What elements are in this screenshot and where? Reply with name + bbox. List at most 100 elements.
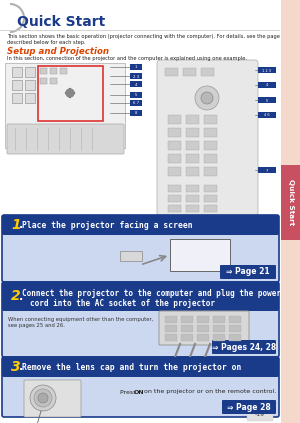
- Text: ⇒ Page 28: ⇒ Page 28: [227, 403, 271, 412]
- Text: 6 7: 6 7: [133, 102, 139, 105]
- Bar: [168, 205, 181, 212]
- Bar: [50, 68, 57, 74]
- Bar: [12, 93, 22, 103]
- Text: 2 3: 2 3: [133, 74, 139, 79]
- Circle shape: [38, 393, 48, 403]
- Bar: [60, 68, 67, 74]
- Text: 7: 7: [266, 168, 268, 173]
- Text: When connecting equipment other than the computer,: When connecting equipment other than the…: [8, 317, 153, 322]
- Bar: [130, 74, 142, 80]
- Bar: [170, 239, 230, 271]
- Bar: [165, 316, 177, 323]
- FancyBboxPatch shape: [222, 400, 276, 414]
- Bar: [165, 334, 177, 341]
- Text: Connect the projector to the computer and plug the power: Connect the projector to the computer an…: [22, 288, 281, 297]
- Text: .: .: [19, 291, 23, 302]
- Bar: [168, 128, 181, 137]
- Bar: [258, 97, 276, 104]
- Bar: [204, 185, 217, 192]
- FancyBboxPatch shape: [212, 340, 276, 354]
- FancyBboxPatch shape: [2, 282, 279, 357]
- Bar: [197, 316, 209, 323]
- Bar: [281, 165, 300, 240]
- FancyBboxPatch shape: [2, 357, 279, 377]
- Bar: [258, 168, 276, 173]
- Bar: [5, 63, 125, 148]
- Text: ⇒ Page 21: ⇒ Page 21: [226, 267, 270, 277]
- FancyBboxPatch shape: [24, 380, 81, 417]
- Bar: [168, 185, 181, 192]
- Bar: [40, 78, 47, 84]
- Bar: [204, 195, 217, 202]
- FancyBboxPatch shape: [2, 215, 279, 235]
- Text: 1: 1: [135, 66, 137, 69]
- FancyBboxPatch shape: [2, 215, 279, 282]
- Text: ON: ON: [134, 390, 145, 395]
- Bar: [213, 334, 225, 341]
- Bar: [25, 80, 35, 90]
- Text: Place the projector facing a screen: Place the projector facing a screen: [22, 220, 193, 230]
- Bar: [186, 141, 199, 150]
- Bar: [38, 66, 103, 121]
- Text: 2: 2: [11, 289, 21, 303]
- FancyBboxPatch shape: [2, 282, 279, 311]
- Bar: [229, 334, 241, 341]
- Text: 4: 4: [266, 83, 268, 88]
- Bar: [186, 185, 199, 192]
- Bar: [165, 325, 177, 332]
- Text: 1: 1: [11, 218, 21, 232]
- Bar: [258, 68, 276, 74]
- Bar: [130, 64, 142, 71]
- Bar: [197, 334, 209, 341]
- Bar: [4, 225, 277, 235]
- Bar: [197, 325, 209, 332]
- Bar: [4, 296, 277, 310]
- Bar: [130, 82, 142, 88]
- Text: .: .: [19, 220, 23, 230]
- FancyBboxPatch shape: [7, 124, 124, 154]
- Text: Setup and Projection: Setup and Projection: [7, 47, 109, 56]
- Bar: [130, 93, 142, 99]
- Text: on the projector or on the remote control.: on the projector or on the remote contro…: [142, 390, 276, 395]
- Circle shape: [66, 89, 74, 97]
- Text: .: .: [19, 362, 23, 372]
- Bar: [204, 115, 217, 124]
- Bar: [168, 195, 181, 202]
- Bar: [12, 67, 22, 77]
- Bar: [50, 78, 57, 84]
- Bar: [130, 101, 142, 107]
- Bar: [204, 128, 217, 137]
- Bar: [213, 325, 225, 332]
- Text: -19: -19: [255, 412, 265, 418]
- Text: described below for each step.: described below for each step.: [7, 40, 85, 45]
- Text: Quick Start: Quick Start: [17, 15, 105, 29]
- Bar: [186, 167, 199, 176]
- Bar: [204, 205, 217, 212]
- FancyBboxPatch shape: [220, 265, 276, 279]
- Bar: [12, 80, 22, 90]
- Bar: [25, 93, 35, 103]
- Bar: [120, 251, 142, 261]
- Circle shape: [195, 86, 219, 110]
- Text: 3: 3: [11, 360, 21, 374]
- Bar: [181, 325, 193, 332]
- Text: see pages 25 and 26.: see pages 25 and 26.: [8, 323, 65, 328]
- Circle shape: [201, 92, 213, 104]
- FancyBboxPatch shape: [159, 311, 249, 345]
- Bar: [213, 316, 225, 323]
- Bar: [258, 113, 276, 118]
- Bar: [4, 367, 277, 377]
- Bar: [186, 205, 199, 212]
- Text: 8: 8: [135, 112, 137, 115]
- Text: 5: 5: [135, 93, 137, 97]
- Text: This section shows the basic operation (projector connecting with the computer).: This section shows the basic operation (…: [7, 34, 280, 39]
- FancyBboxPatch shape: [2, 357, 279, 417]
- Text: 4: 4: [135, 82, 137, 86]
- Text: ⇒ Pages 24, 28: ⇒ Pages 24, 28: [212, 343, 276, 352]
- Bar: [40, 68, 47, 74]
- Bar: [181, 334, 193, 341]
- Bar: [204, 167, 217, 176]
- Bar: [130, 110, 142, 116]
- Bar: [183, 68, 196, 76]
- Bar: [229, 316, 241, 323]
